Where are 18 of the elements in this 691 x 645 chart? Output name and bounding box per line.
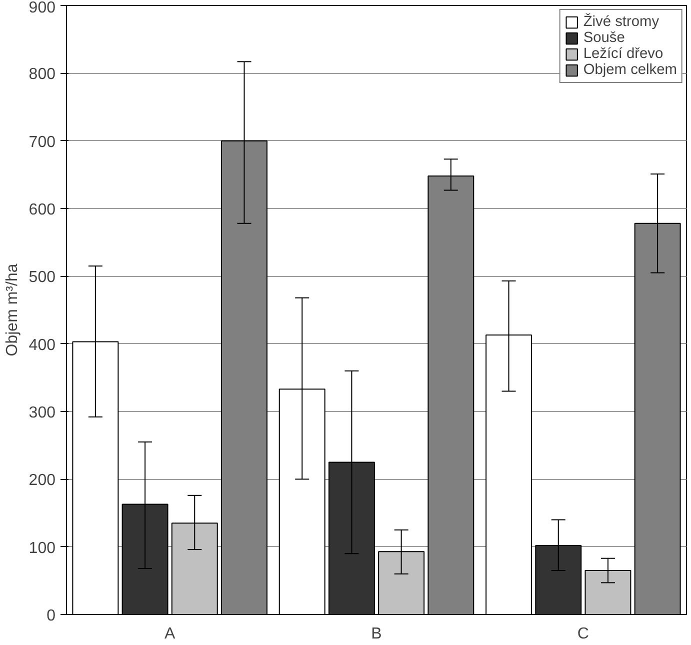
x-tick-label: B xyxy=(371,626,382,642)
x-tick-label: C xyxy=(577,626,589,642)
legend-label: Ležící dřevo xyxy=(583,46,664,62)
y-axis-title: Objem m³/ha xyxy=(4,264,21,356)
y-tick-label: 900 xyxy=(28,0,56,16)
legend-label: Objem celkem xyxy=(583,62,677,78)
y-tick-label: 700 xyxy=(28,134,56,151)
y-tick-label: 300 xyxy=(28,404,56,422)
y-tick-label: 800 xyxy=(28,66,56,84)
y-tick-label: 0 xyxy=(46,608,56,624)
y-tick-label: 200 xyxy=(28,472,56,490)
x-tick-label: A xyxy=(164,626,176,642)
y-tick-label: 400 xyxy=(28,336,56,354)
y-tick-label: 500 xyxy=(28,269,56,286)
legend-label: Souše xyxy=(583,30,625,46)
legend-label: Živé stromy xyxy=(583,14,660,30)
y-tick-label: 600 xyxy=(28,202,56,218)
y-tick-label: 100 xyxy=(28,540,56,557)
